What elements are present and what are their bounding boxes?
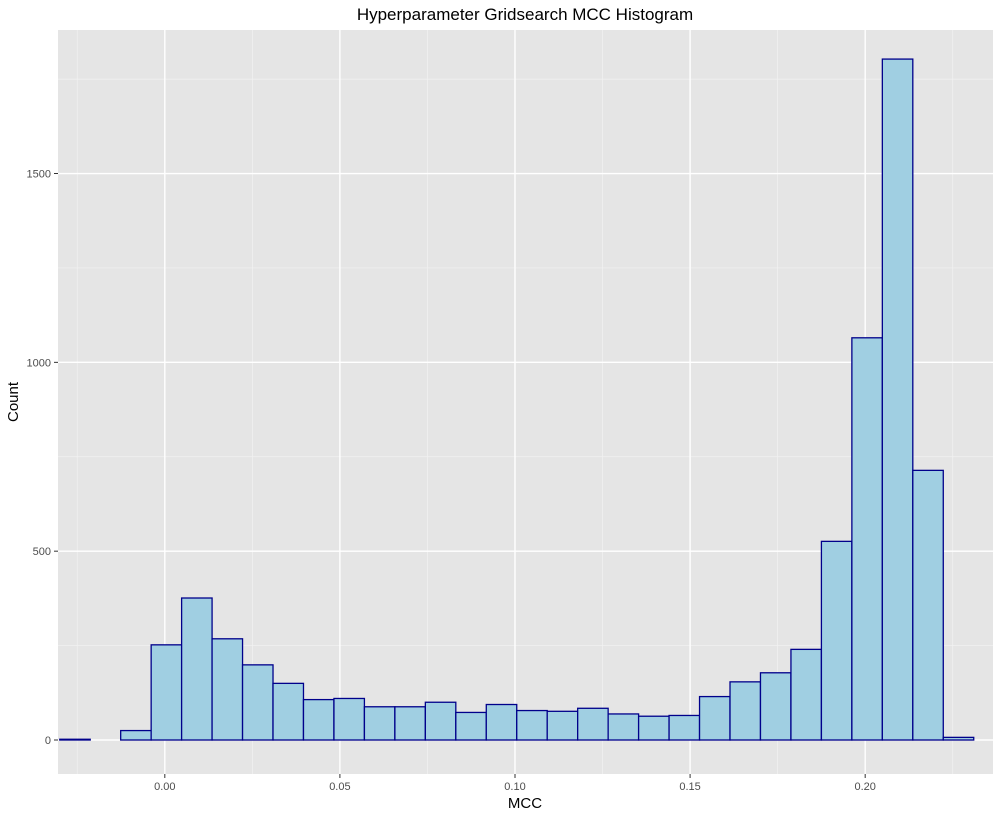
histogram-bar [668,714,701,741]
histogram-bar [180,597,213,741]
histogram-bar [455,711,487,741]
histogram-bar [485,703,518,741]
y-tick-label: 500 [33,546,51,558]
histogram-bar [607,713,640,741]
histogram-bar [942,736,975,741]
y-axis-ticks: 0 500 1000 1500 [27,169,58,747]
histogram-bar [241,664,274,741]
histogram-bar [59,738,91,741]
x-tick-label: 0.10 [504,781,525,793]
y-tick-label: 0 [45,735,51,747]
histogram-bar [211,638,244,741]
histogram-bar [851,337,883,741]
chart-title: Hyperparameter Gridsearch MCC Histogram [357,5,693,24]
histogram-bar [820,540,853,741]
x-tick-label: 0.00 [154,781,175,793]
histogram-bar [363,706,396,741]
x-tick-label: 0.15 [679,781,700,793]
histogram-bars [59,58,975,741]
histogram-bar [302,698,335,741]
histogram-bar [759,672,792,741]
y-tick-label: 1000 [27,357,51,369]
histogram-bar [120,729,152,741]
x-tick-label: 0.05 [329,781,350,793]
histogram-bar [546,710,579,741]
histogram-bar [516,709,548,741]
histogram-bar [637,715,670,741]
x-axis-title: MCC [508,795,542,812]
x-tick-label: 0.20 [854,781,875,793]
histogram-bar [150,644,183,741]
histogram-bar [424,701,457,741]
histogram-bar [881,58,914,741]
histogram-bar [698,695,731,741]
histogram-bar [577,707,609,741]
histogram-bar [729,681,762,741]
histogram-bar [272,682,305,741]
histogram-bar [790,648,823,741]
x-axis-ticks: 0.00 0.05 0.10 0.15 0.20 [154,774,876,793]
y-axis-title: Count [5,381,22,422]
histogram-bar [394,706,426,741]
histogram-bar [333,697,366,741]
histogram-bar [912,469,944,741]
y-tick-label: 1500 [27,169,51,181]
